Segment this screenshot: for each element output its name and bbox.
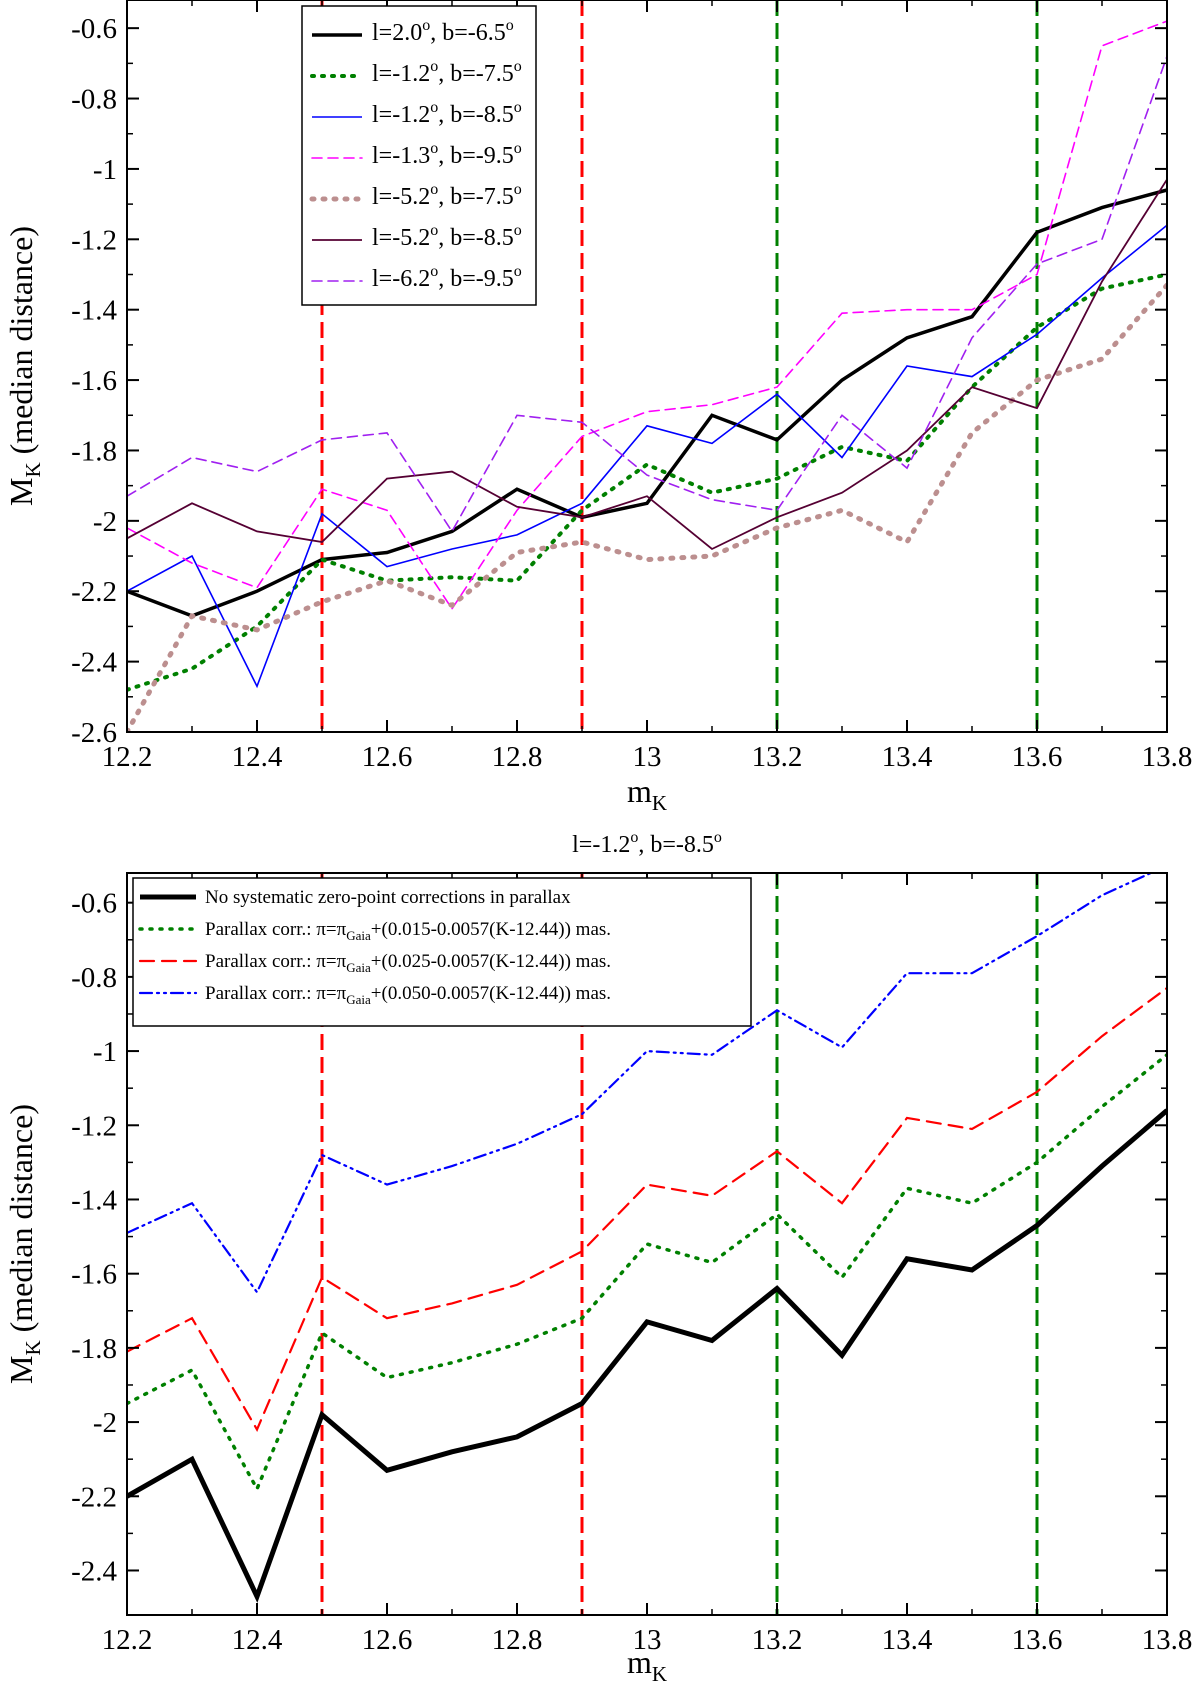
legend: No systematic zero-point corrections in … [132, 877, 752, 1027]
axis-ticks: 12.2 12.4 12.6 12.8 13 13.2 13.4 13.6 13.8 -2.4 -2… [71, 873, 1192, 1656]
x-tick-label: 12.8 [492, 1624, 543, 1656]
y-tick-label: -2.4 [71, 647, 117, 679]
plot-frame [126, 0, 1168, 733]
y-tick-label: -2 [93, 506, 117, 538]
series-line-1 [127, 272, 1167, 692]
legend-entry-0: l=2.0o, b=-6.5o [372, 17, 514, 46]
series-line-3 [127, 873, 1154, 1295]
y-tick-label: -0.8 [71, 84, 117, 116]
y-tick-label: -1.8 [71, 435, 117, 467]
y-tick-label: -1 [93, 154, 117, 186]
y-tick-label: -1.4 [71, 295, 117, 327]
legend-entry-3: Parallax corr.: π=πGaia+(0.050-0.0057(K-… [205, 983, 611, 1007]
x-tick-label: 13.2 [752, 1624, 803, 1656]
legend-entry-4: l=-5.2o, b=-7.5o [372, 181, 522, 210]
y-tick-label: -2.4 [71, 1555, 117, 1587]
x-tick-label: 13.6 [1012, 1624, 1063, 1656]
top-panel: 12.2 12.4 12.6 12.8 13 13.2 13.4 13.6 13.8 -2.6 -2… [3, 0, 1192, 815]
series-line-2 [127, 986, 1167, 1432]
y-tick-label: -2.6 [71, 717, 117, 749]
x-tick-label: 13.8 [1142, 741, 1193, 773]
legend-box [132, 877, 752, 1027]
legend: l=2.0o, b=-6.5o l=-1.2o, b=-7.5o l=-1.2o… [301, 5, 537, 306]
y-tick-label: -1.4 [71, 1184, 117, 1216]
y-tick-label: -1.6 [71, 1259, 117, 1291]
legend-entry-2: l=-1.2o, b=-8.5o [372, 99, 522, 128]
legend-samples [309, 33, 365, 282]
panel-title: l=-1.2o, b=-8.5o [572, 829, 722, 858]
legend-entry-5: l=-5.2o, b=-8.5o [372, 222, 522, 251]
y-tick-label: -0.8 [71, 962, 117, 994]
x-tick-label: 13.6 [1012, 741, 1063, 773]
series-line-3 [127, 20, 1167, 611]
y-axis-label: MK (median distance) [3, 1104, 45, 1384]
x-tick-label: 12.8 [492, 741, 543, 773]
series-line-0 [127, 1108, 1167, 1604]
x-tick-label: 13 [633, 741, 662, 773]
x-tick-label: 13.8 [1142, 1624, 1193, 1656]
series-line-4 [127, 282, 1167, 732]
x-tick-label: 13.2 [752, 741, 803, 773]
y-tick-label: -0.6 [71, 888, 117, 920]
y-tick-label: -2.2 [71, 576, 117, 608]
legend-entry-6: l=-6.2o, b=-9.5o [372, 263, 522, 292]
data-series [127, 873, 1167, 1604]
legend-entry-3: l=-1.3o, b=-9.5o [372, 140, 522, 169]
x-axis-label: mK [627, 1644, 667, 1686]
legend-entry-1: Parallax corr.: π=πGaia+(0.015-0.0057(K-… [205, 919, 611, 943]
legend-box [301, 5, 537, 306]
legend-samples [138, 894, 198, 995]
data-series [127, 20, 1167, 732]
x-tick-label: 12.2 [102, 1624, 153, 1656]
x-tick-label: 12.4 [232, 741, 283, 773]
x-tick-label: 12.2 [102, 741, 153, 773]
legend-entry-0: No systematic zero-point corrections in … [205, 887, 571, 908]
y-tick-label: -2 [93, 1407, 117, 1439]
series-line-6 [127, 55, 1167, 533]
y-tick-label: -1.8 [71, 1333, 117, 1365]
y-tick-label: -1.2 [71, 224, 117, 256]
axis-ticks: 12.2 12.4 12.6 12.8 13 13.2 13.4 13.6 13.8 -2.6 -2… [71, 0, 1192, 773]
y-tick-label: -1.2 [71, 1110, 117, 1142]
x-tick-label: 12.6 [362, 741, 413, 773]
bottom-panel: l=-1.2o, b=-8.5o 12.2 12.4 12.6 12.8 13 13.2 1… [3, 829, 1192, 1686]
y-tick-label: -2.2 [71, 1481, 117, 1513]
legend-entry-2: Parallax corr.: π=πGaia+(0.025-0.0057(K-… [205, 951, 611, 975]
y-axis-label: MK (median distance) [3, 226, 45, 506]
x-tick-label: 12.6 [362, 1624, 413, 1656]
y-tick-label: -1.6 [71, 365, 117, 397]
y-tick-label: -0.6 [71, 13, 117, 45]
series-line-1 [127, 1053, 1167, 1493]
x-tick-label: 13.4 [882, 741, 933, 773]
x-tick-label: 13.4 [882, 1624, 933, 1656]
y-tick-label: -1 [93, 1036, 117, 1068]
series-line-5 [127, 179, 1167, 551]
series-line-2 [127, 224, 1167, 689]
x-tick-label: 13 [633, 1624, 662, 1656]
x-tick-label: 12.4 [232, 1624, 283, 1656]
legend-entry-1: l=-1.2o, b=-7.5o [372, 58, 522, 87]
x-axis-label: mK [627, 773, 667, 815]
